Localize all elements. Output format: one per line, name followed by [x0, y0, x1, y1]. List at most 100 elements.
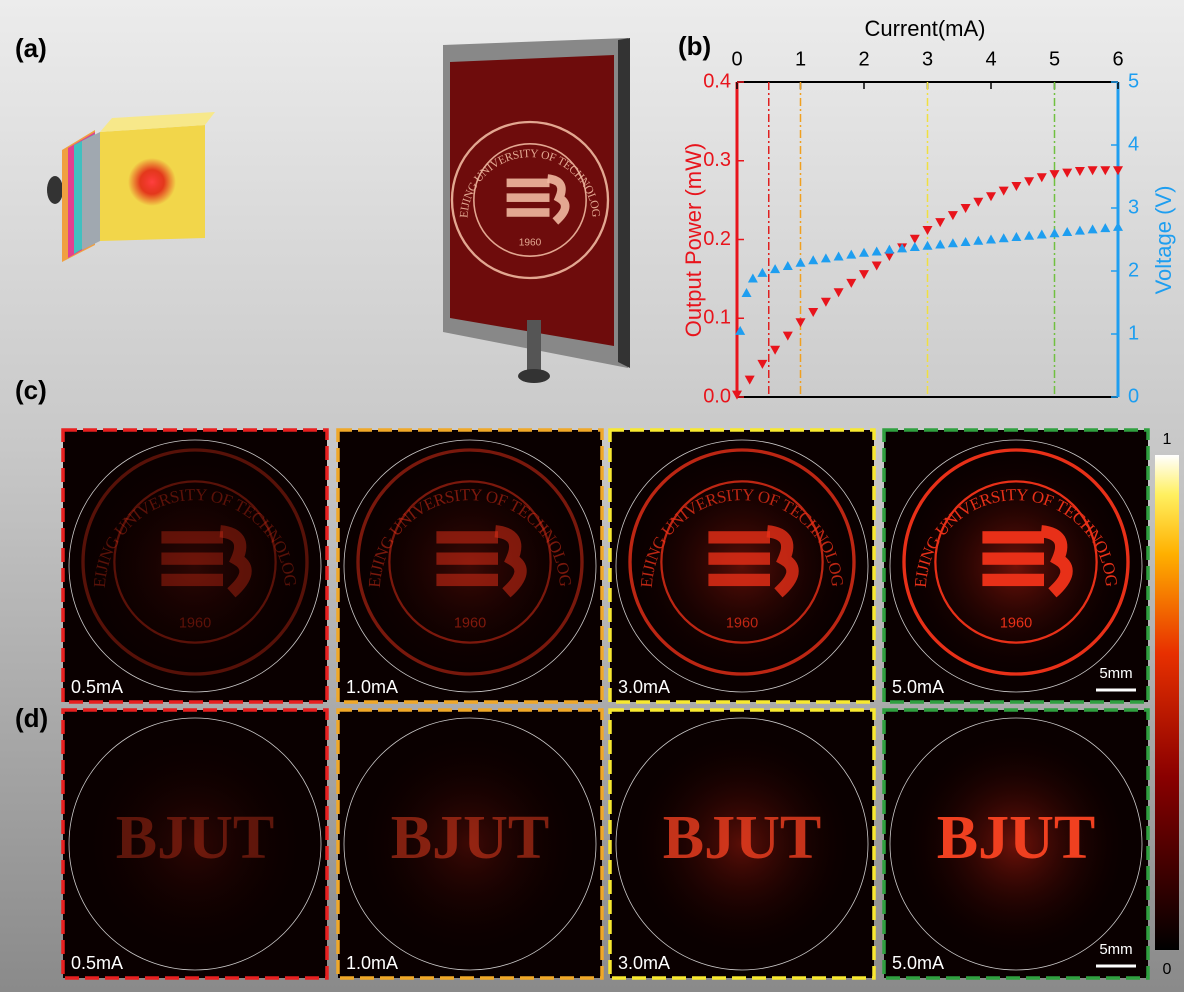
y-tick-label: 0.4 [703, 70, 731, 92]
data-point [744, 375, 755, 385]
data-point [820, 253, 831, 263]
logo-glyph [708, 531, 770, 544]
aperture [889, 717, 1143, 971]
data-point [846, 249, 857, 259]
emitter [128, 158, 176, 206]
logo-ring [902, 448, 1130, 676]
data-point [1113, 221, 1123, 231]
data-point [998, 186, 1009, 196]
data-point [1036, 173, 1047, 183]
panel-label: (a) [15, 33, 47, 63]
panel-label: (b) [678, 31, 711, 61]
data-point [757, 267, 768, 277]
scale-bar-label: 5mm [1099, 941, 1132, 958]
data-point [1087, 224, 1098, 234]
data-point [1011, 181, 1022, 191]
current-label: 1.0mA [346, 953, 398, 973]
data-point [909, 242, 920, 252]
y-tick-label: 0.1 [703, 307, 731, 329]
logo-ring [473, 143, 587, 257]
logo-glyph [436, 573, 498, 587]
data-point [1011, 231, 1022, 241]
panel-label: (d) [15, 703, 48, 733]
logo-glyph [506, 178, 550, 188]
data-point [770, 345, 781, 355]
data-point [1049, 170, 1060, 180]
data-point [1100, 166, 1111, 176]
logo-glyph [708, 573, 770, 587]
current-label: 5.0mA [892, 677, 944, 697]
y2-axis-title: Voltage (V) [1151, 186, 1176, 295]
aperture [615, 717, 869, 971]
data-point [998, 233, 1009, 243]
data-point [986, 192, 996, 202]
current-label: 0.5mA [71, 677, 123, 697]
data-point [1062, 226, 1073, 236]
aperture [889, 439, 1143, 693]
image-panel: BJUT 0.5mA [61, 708, 329, 980]
image-panel: BJUT 3.0mA [608, 708, 876, 980]
logo-glyph [766, 525, 799, 598]
x-tick-label: 5 [1049, 48, 1060, 70]
y-axis-title: Output Power (mW) [681, 143, 706, 337]
aperture [343, 717, 597, 971]
cube-top [100, 112, 215, 132]
data-point [935, 218, 946, 228]
data-point [782, 260, 793, 270]
colorbar [1155, 455, 1179, 950]
y2-tick-label: 5 [1128, 70, 1139, 92]
data-point [782, 331, 793, 341]
logo-ring [388, 480, 552, 644]
data-point [1100, 223, 1111, 233]
data-point [1036, 229, 1047, 239]
data-point [808, 307, 819, 317]
image-frame [608, 708, 876, 980]
y-tick-label: 0.3 [703, 149, 731, 171]
current-label: 5.0mA [892, 953, 944, 973]
data-point [935, 239, 946, 249]
logo-glyph [506, 208, 550, 217]
data-point [986, 234, 996, 244]
x-tick-label: 0 [731, 48, 742, 70]
logo-ring [934, 480, 1098, 644]
stand [527, 320, 541, 372]
chart: Current(mA) Output Power (mW) Voltage (V… [681, 16, 1176, 407]
data-point [973, 197, 984, 207]
logo-glyph [546, 174, 570, 225]
logo-glyph [506, 193, 550, 202]
x-tick-label: 1 [795, 48, 806, 70]
data-point [871, 246, 882, 256]
logo-glyph [982, 531, 1044, 544]
scale-bar-label: 5mm [1099, 665, 1132, 682]
data-point [884, 244, 895, 254]
logo-glyph [161, 531, 223, 544]
stand-base [518, 369, 550, 383]
glow [360, 734, 580, 954]
data-point [947, 238, 958, 248]
data-point [833, 251, 844, 261]
current-label: 1.0mA [346, 677, 398, 697]
data-point [757, 359, 768, 369]
aperture [68, 439, 322, 693]
x-tick-label: 4 [985, 48, 996, 70]
aperture [615, 439, 869, 693]
logo-glyph [161, 573, 223, 587]
logo-ring [450, 120, 610, 280]
logo-ring [628, 448, 856, 676]
x-tick-label: 6 [1112, 48, 1123, 70]
glow [906, 734, 1126, 954]
data-point [960, 204, 971, 213]
image-text: BJUT [663, 804, 821, 872]
glow [632, 734, 852, 954]
data-point [1074, 225, 1085, 235]
colorbar-min: 0 [1163, 961, 1172, 978]
logo-glyph [982, 573, 1044, 587]
data-point [735, 325, 746, 335]
aperture [68, 717, 322, 971]
image-frame [882, 428, 1150, 704]
data-point [960, 237, 971, 247]
y2-tick-label: 4 [1128, 133, 1139, 155]
data-point [909, 234, 920, 244]
data-point [820, 297, 831, 307]
